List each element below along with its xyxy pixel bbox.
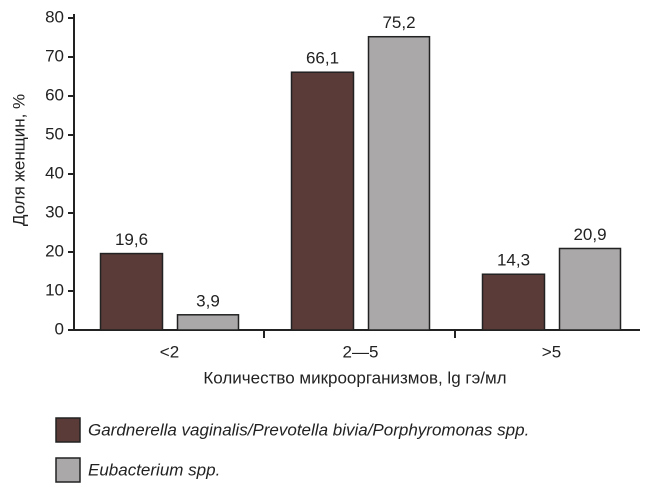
legend-swatch xyxy=(55,457,81,483)
y-tick-label: 40 xyxy=(45,163,64,182)
y-tick-label: 80 xyxy=(45,7,64,26)
y-tick-label: 70 xyxy=(45,46,64,65)
value-label: 75,2 xyxy=(382,13,415,32)
x-tick-label: 2—5 xyxy=(343,342,379,361)
bar xyxy=(99,252,164,331)
bar xyxy=(367,35,431,331)
y-tick-label: 10 xyxy=(45,280,64,299)
x-tick-label: >5 xyxy=(542,342,561,361)
legend-label: Gardnerella vaginalis/Prevotella bivia/P… xyxy=(88,420,529,439)
value-label: 14,3 xyxy=(497,251,530,270)
y-tick-label: 0 xyxy=(55,319,64,338)
value-label: 20,9 xyxy=(573,225,606,244)
value-label: 3,9 xyxy=(196,291,220,310)
bar xyxy=(558,247,622,331)
x-axis-label: Количество микроорганизмов, lg гэ/мл xyxy=(203,368,506,387)
y-tick-label: 60 xyxy=(45,85,64,104)
legend-swatch xyxy=(55,417,81,443)
y-tick-label: 30 xyxy=(45,202,64,221)
bar xyxy=(290,71,355,331)
value-label: 19,6 xyxy=(115,230,148,249)
y-tick-label: 20 xyxy=(45,241,64,260)
bar xyxy=(176,314,240,331)
x-tick-label: <2 xyxy=(160,342,179,361)
bar xyxy=(481,273,546,331)
value-label: 66,1 xyxy=(306,49,339,68)
y-axis-label: Доля женщин, % xyxy=(9,94,28,226)
legend-label: Eubacterium spp. xyxy=(88,460,220,479)
y-tick-label: 50 xyxy=(45,124,64,143)
